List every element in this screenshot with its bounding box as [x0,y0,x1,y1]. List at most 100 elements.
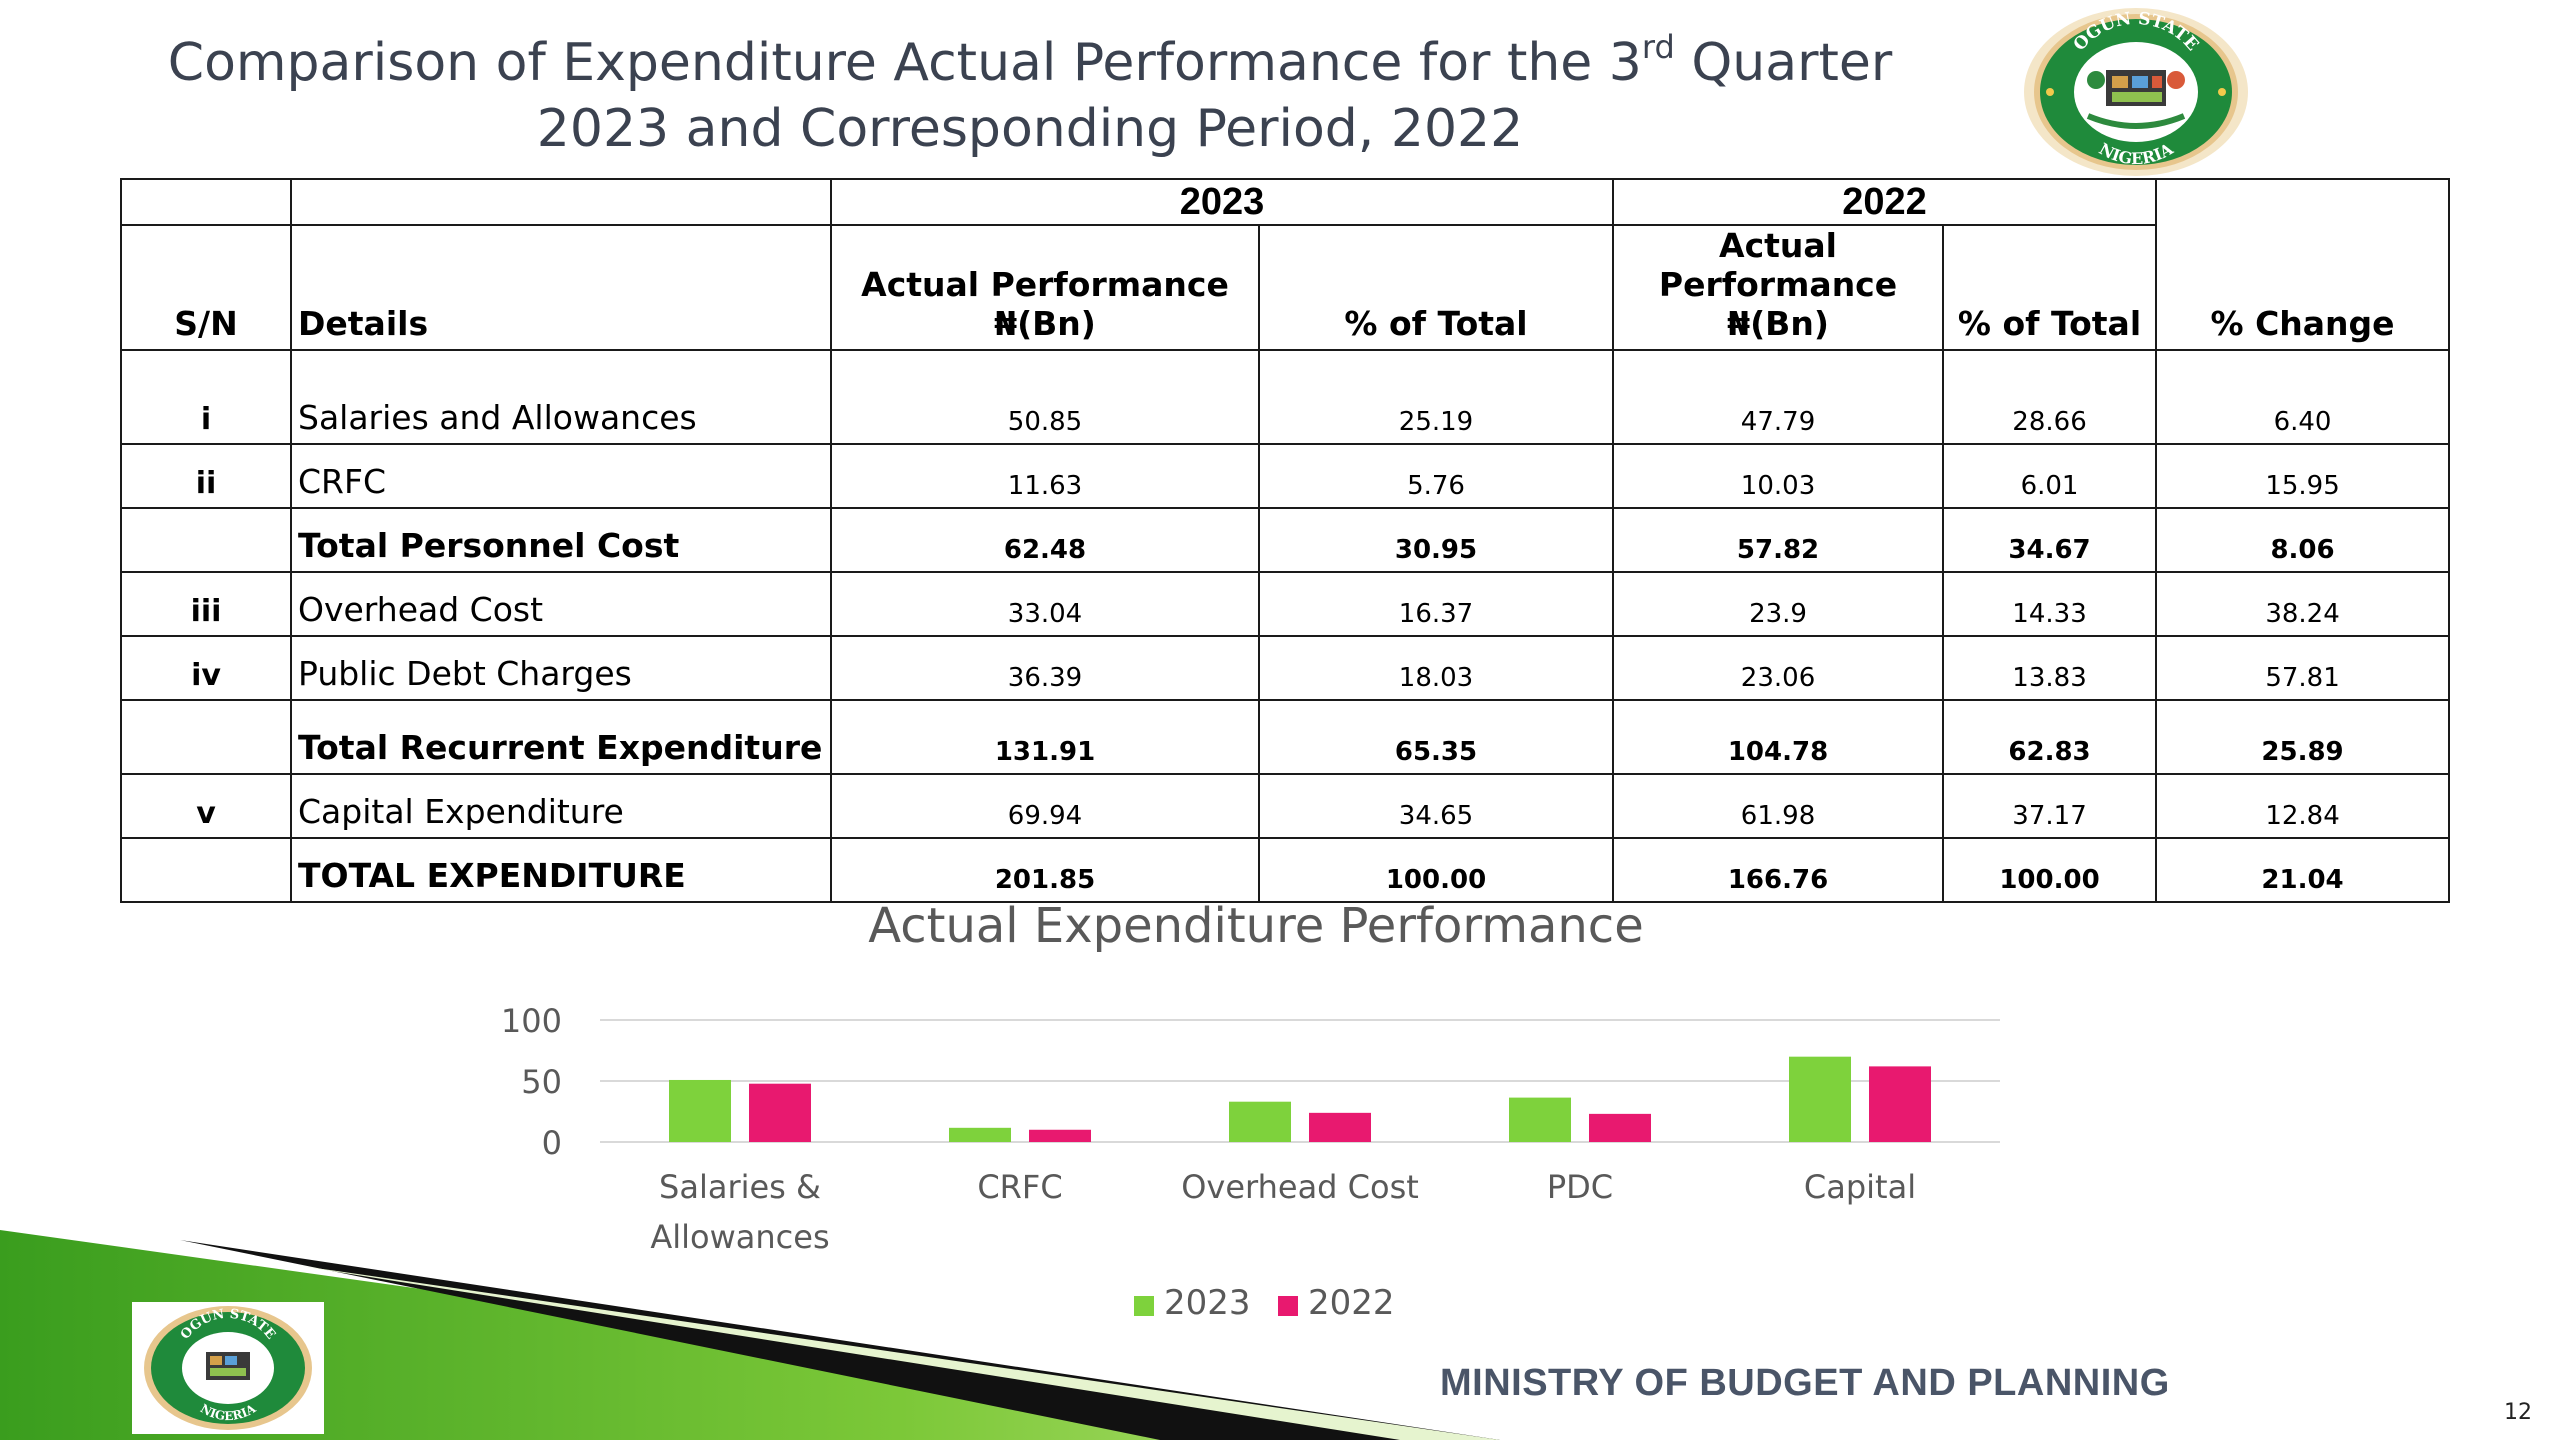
pct-total-2023-cell: 18.03 [1257,635,1615,701]
details-cell: Salaries and Allowances [290,349,832,445]
details-header: Details [290,224,832,351]
actual-2023-cell: 201.85 [830,837,1260,903]
actual-2022-header: Actual Performance ₦(Bn) [1612,224,1945,351]
pct-total-2023-cell: 25.19 [1257,349,1615,445]
pct-change-cell: 12.84 [2155,773,2451,839]
actual-2022-cell: 23.06 [1612,635,1945,701]
year-header-row: 2023 2022 [120,178,2451,226]
blank-header-cell [120,178,292,226]
ministry-footer-text: MINISTRY OF BUDGET AND PLANNING [1440,1362,2170,1404]
y-tick-label: 0 [542,1124,562,1162]
bar-2023-1 [949,1127,1011,1142]
year-2022-header: 2022 [1612,178,2158,226]
x-tick-label: Salaries & [659,1168,821,1206]
sn-cell [120,699,292,775]
actual-2022-cell: 104.78 [1612,699,1945,775]
bar-2023-4 [1789,1056,1851,1142]
bar-2022-1 [1029,1129,1091,1142]
actual-2023-cell: 36.39 [830,635,1260,701]
pct-total-2022-cell: 34.67 [1942,507,2158,573]
table-row: Total Recurrent Expenditure 131.91 65.35 10… [120,699,2451,775]
bar-2023-2 [1229,1101,1291,1142]
pct-total-2023-cell: 100.00 [1257,837,1615,903]
bar-2023-0 [669,1079,731,1142]
x-tick-label: Allowances [650,1218,829,1256]
actual-2022-cell: 47.79 [1612,349,1945,445]
pct-change-cell: 15.95 [2155,443,2451,509]
table-row: ii CRFC 11.63 5.76 10.03 6.01 15.95 [120,443,2451,509]
ogun-state-seal-logo-small: OGUN STATE NIGERIA [132,1302,324,1434]
legend-label-2023: 2023 [1164,1283,1251,1320]
x-tick-label: Overhead Cost [1181,1168,1419,1206]
details-cell: CRFC [290,443,832,509]
page-number: 12 [2504,1400,2532,1425]
pct-total-2023-cell: 30.95 [1257,507,1615,573]
bar-2023-3 [1509,1097,1571,1142]
pct-total-2022-header: % of Total [1942,224,2158,351]
actual-expenditure-chart: Actual Expenditure Performance 0 50 100 Sala… [501,898,2000,1320]
footer-decoration [0,1230,1500,1440]
details-cell: Overhead Cost [290,571,832,637]
table-row: v Capital Expenditure 69.94 34.65 61.98 37.17… [120,773,2451,839]
pct-total-2022-cell: 28.66 [1942,349,2158,445]
sn-cell [120,507,292,573]
legend-swatch-2022 [1278,1296,1298,1316]
pct-total-2022-cell: 62.83 [1942,699,2158,775]
y-tick-label: 50 [521,1063,562,1101]
sn-cell: ii [120,443,292,509]
legend-swatch-2023 [1134,1296,1154,1316]
pct-total-2022-cell: 6.01 [1942,443,2158,509]
table-row: TOTAL EXPENDITURE 201.85 100.00 166.76 100.0… [120,837,2451,903]
actual-2023-cell: 62.48 [830,507,1260,573]
slide-title: Comparison of Expenditure Actual Perform… [110,30,1950,162]
pct-change-cell: 25.89 [2155,699,2451,775]
actual-2023-cell: 50.85 [830,349,1260,445]
pct-change-cell: 21.04 [2155,837,2451,903]
bar-2022-0 [749,1083,811,1142]
y-tick-label: 100 [501,1002,562,1040]
year-2023-header: 2023 [829,178,1615,226]
pct-total-2022-cell: 100.00 [1942,837,2158,903]
pct-change-header: % Change [2155,225,2451,351]
x-tick-label: Capital [1804,1168,1916,1206]
bar-2022-4 [1869,1066,1931,1142]
table-row: iv Public Debt Charges 36.39 18.03 23.06 13.8… [120,635,2451,701]
x-tick-label: PDC [1547,1168,1613,1206]
legend-label-2022: 2022 [1308,1283,1395,1320]
actual-2023-cell: 69.94 [830,773,1260,839]
bar-2022-2 [1309,1112,1371,1142]
actual-2022-cell: 10.03 [1612,443,1945,509]
expenditure-table: 2023 2022 S/N Details Actual Performance… [120,178,2451,903]
pct-change-cell: 6.40 [2155,349,2451,445]
bar-2022-3 [1589,1113,1651,1142]
x-tick-label: CRFC [977,1168,1062,1206]
actual-2023-cell: 33.04 [830,571,1260,637]
table-row: i Salaries and Allowances 50.85 25.19 47.79 2… [120,349,2451,445]
actual-2022-cell: 23.9 [1612,571,1945,637]
pct-change-cell: 8.06 [2155,507,2451,573]
pct-change-cell: 57.81 [2155,635,2451,701]
details-cell: Capital Expenditure [290,773,832,839]
title-line2: 2023 and Corresponding Period, 2022 [536,99,1524,159]
title-line1: Comparison of Expenditure Actual Perform… [167,28,1893,93]
details-cell: Total Personnel Cost [290,507,832,573]
actual-2022-cell: 57.82 [1612,507,1945,573]
chart-title: Actual Expenditure Performance [868,898,1643,954]
details-cell: Total Recurrent Expenditure [290,699,832,775]
pct-total-2023-cell: 16.37 [1257,571,1615,637]
sn-cell: iii [120,571,292,637]
actual-2023-cell: 11.63 [830,443,1260,509]
sn-cell [120,837,292,903]
pct-total-2023-header: % of Total [1257,224,1615,351]
actual-2022-cell: 166.76 [1612,837,1945,903]
svg-text:NIGERIA: NIGERIA [198,1401,259,1423]
pct-total-2023-cell: 34.65 [1257,773,1615,839]
details-cell: TOTAL EXPENDITURE [290,837,832,903]
ogun-state-seal-logo: OGUN STATE NIGERIA [2024,8,2248,176]
actual-2022-cell: 61.98 [1612,773,1945,839]
pct-total-2023-cell: 65.35 [1257,699,1615,775]
sn-cell: iv [120,635,292,701]
column-header-row: S/N Details Actual Performance ₦(Bn) % of… [120,224,2451,351]
sn-cell: v [120,773,292,839]
blank-header-cell [2155,178,2451,225]
